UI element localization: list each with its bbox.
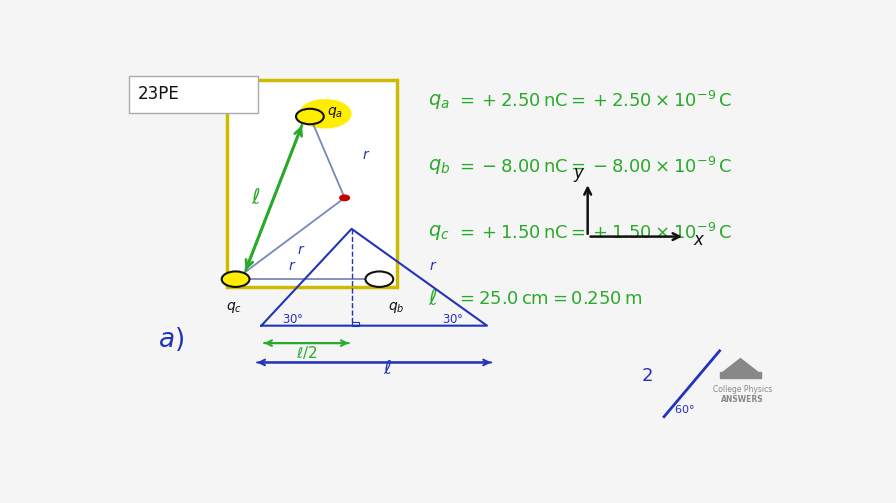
Bar xyxy=(227,80,397,287)
Text: $q_c$: $q_c$ xyxy=(226,300,242,315)
Text: $x$: $x$ xyxy=(693,231,705,248)
Polygon shape xyxy=(723,359,758,372)
Polygon shape xyxy=(719,372,762,378)
Bar xyxy=(129,76,258,113)
Text: College Physics: College Physics xyxy=(713,385,772,394)
Text: $r$: $r$ xyxy=(297,243,306,257)
Circle shape xyxy=(221,272,249,287)
Text: $a)$: $a)$ xyxy=(158,325,184,353)
Text: $\ell$: $\ell$ xyxy=(383,359,392,378)
Text: $= +2.50\,\mathrm{nC} = +2.50\times10^{-9}\,\mathrm{C}$: $= +2.50\,\mathrm{nC} = +2.50\times10^{-… xyxy=(456,91,732,111)
Circle shape xyxy=(366,272,393,287)
Text: $\ell$: $\ell$ xyxy=(428,289,437,308)
Text: $30°$: $30°$ xyxy=(442,313,463,326)
Text: $2$: $2$ xyxy=(641,367,652,385)
Text: $q_a$: $q_a$ xyxy=(327,105,343,120)
Text: $q_b$: $q_b$ xyxy=(428,157,451,177)
Text: $y$: $y$ xyxy=(573,165,586,184)
Text: $r$: $r$ xyxy=(362,148,370,162)
Text: $q_b$: $q_b$ xyxy=(389,300,405,315)
Text: $q_a$: $q_a$ xyxy=(428,92,450,111)
Text: $30°$: $30°$ xyxy=(282,313,304,326)
Text: $r$: $r$ xyxy=(289,259,297,273)
Text: 23PE: 23PE xyxy=(138,85,179,103)
Text: $q_c$: $q_c$ xyxy=(428,223,450,242)
Text: $\ell$: $\ell$ xyxy=(251,188,261,208)
Circle shape xyxy=(296,109,323,124)
Bar xyxy=(351,322,358,325)
Circle shape xyxy=(298,99,351,129)
Circle shape xyxy=(340,195,349,201)
Text: $r$: $r$ xyxy=(366,270,374,284)
Text: $= 25.0\,\mathrm{cm} = 0.250\,\mathrm{m}$: $= 25.0\,\mathrm{cm} = 0.250\,\mathrm{m}… xyxy=(456,290,642,307)
Text: $= -8.00\,\mathrm{nC} = -8.00\times10^{-9}\,\mathrm{C}$: $= -8.00\,\mathrm{nC} = -8.00\times10^{-… xyxy=(456,157,732,177)
Text: $= +1.50\,\mathrm{nC} = +1.50\times10^{-9}\,\mathrm{C}$: $= +1.50\,\mathrm{nC} = +1.50\times10^{-… xyxy=(456,223,732,243)
Text: $r$: $r$ xyxy=(429,259,437,273)
Text: $\ell/2$: $\ell/2$ xyxy=(296,344,317,361)
Text: $60°$: $60°$ xyxy=(675,403,695,415)
Text: ANSWERS: ANSWERS xyxy=(721,395,763,404)
